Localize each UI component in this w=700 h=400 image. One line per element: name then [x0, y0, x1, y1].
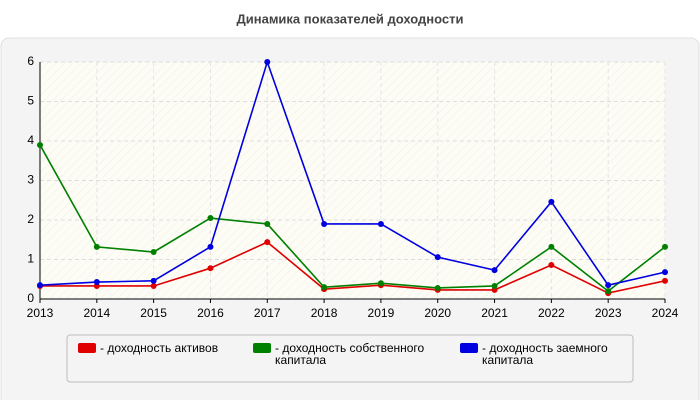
- x-tick-label: 2020: [424, 306, 451, 320]
- legend-swatch: [460, 343, 478, 353]
- point: [662, 269, 668, 276]
- y-tick-label: 2: [27, 212, 34, 226]
- legend-box: [66, 334, 634, 383]
- series-line: [40, 241, 666, 294]
- point: [491, 267, 498, 274]
- x-tick-label: 2015: [140, 306, 167, 320]
- point: [150, 277, 157, 284]
- legend-label: - доходность заемного капитала: [482, 341, 608, 367]
- x-tick-label: 2016: [197, 306, 224, 320]
- point: [321, 220, 328, 227]
- legend-swatch: [253, 343, 271, 353]
- x-tick-label: 2019: [368, 306, 395, 320]
- point: [605, 288, 612, 295]
- point: [434, 284, 441, 291]
- point: [548, 198, 555, 205]
- point: [207, 215, 214, 222]
- point: [662, 243, 668, 250]
- point: [150, 282, 157, 289]
- point: [207, 265, 214, 272]
- point: [150, 248, 157, 255]
- point: [605, 282, 612, 289]
- series-line: [39, 144, 666, 293]
- y-tick-label: 3: [27, 173, 34, 187]
- series-line: [39, 59, 666, 287]
- y-tick-label: 5: [27, 94, 34, 108]
- point: [548, 262, 555, 269]
- point: [207, 243, 214, 250]
- point: [264, 239, 271, 246]
- x-tick-label: 2023: [595, 306, 622, 320]
- y-tick-label: 1: [27, 252, 34, 266]
- legend-label: - доходность собственного капитала: [275, 341, 425, 367]
- point: [434, 254, 441, 261]
- point: [93, 279, 100, 286]
- y-tick-label: 6: [27, 54, 34, 68]
- point: [321, 284, 328, 291]
- x-tick-label: 2022: [538, 306, 565, 320]
- point: [37, 282, 43, 289]
- point: [662, 277, 668, 284]
- point: [491, 282, 498, 289]
- point: [377, 220, 384, 227]
- y-tick-label: 0: [27, 291, 34, 305]
- y-tick-label: 4: [27, 133, 34, 147]
- x-tick-label: 2013: [27, 306, 54, 320]
- x-tick-label: 2021: [481, 306, 508, 320]
- legend-swatch: [78, 343, 96, 353]
- legend-label: - доходность активов: [100, 341, 219, 355]
- point: [264, 220, 271, 227]
- chart-title: Динамика показателей доходности: [236, 11, 463, 26]
- x-tick-label: 2018: [311, 306, 338, 320]
- x-tick-label: 2024: [652, 306, 679, 320]
- point: [93, 243, 100, 250]
- point: [548, 243, 555, 250]
- x-tick-label: 2014: [83, 306, 110, 320]
- point: [377, 280, 384, 287]
- point: [264, 59, 271, 65]
- point: [37, 141, 43, 148]
- x-tick-label: 2017: [254, 306, 281, 320]
